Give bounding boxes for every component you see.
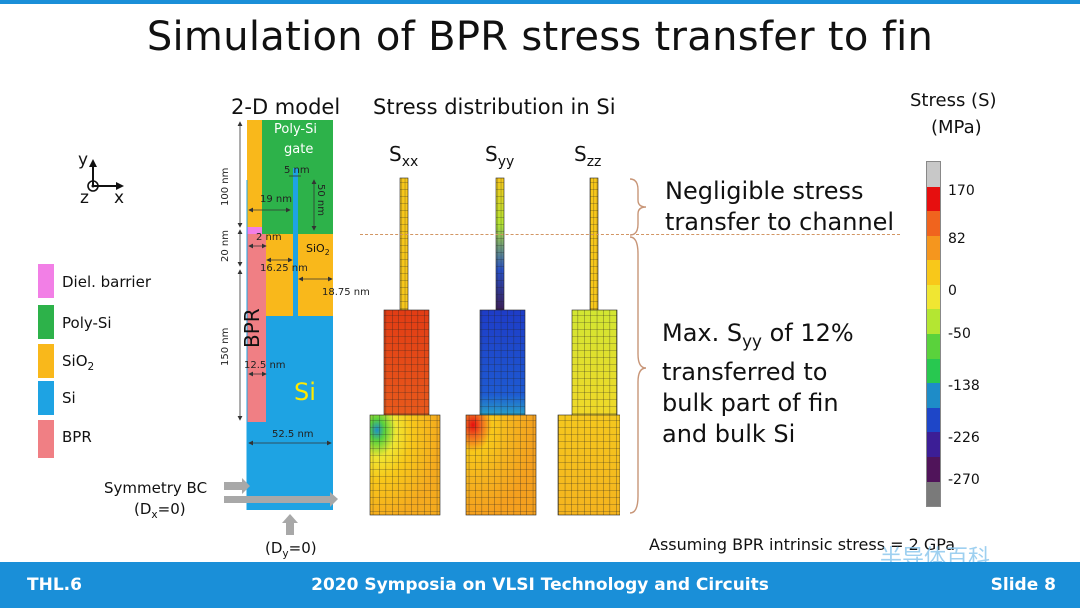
- dim-52-5nm: 52.5 nm: [272, 429, 314, 440]
- stress-maps: [360, 175, 620, 520]
- sxx-label: Sxx: [389, 142, 419, 170]
- note-max-syy: Max. Syy of 12% transferred to bulk part…: [662, 319, 854, 448]
- si-region-label: Si: [294, 378, 316, 406]
- colorbar-title-2: (MPa): [931, 117, 982, 138]
- footer-center: 2020 Symposia on VLSI Technology and Cir…: [311, 575, 769, 595]
- legend-swatch-bpr: [38, 420, 54, 458]
- dim-50nm: 50 nm: [315, 184, 326, 216]
- braces: [628, 176, 652, 521]
- model-header: 2-D model: [231, 95, 341, 119]
- footer-bar: THL.6 2020 Symposia on VLSI Technology a…: [0, 562, 1080, 608]
- colorbar-segment: [927, 481, 940, 507]
- colorbar-segment: [927, 383, 940, 408]
- dim-150nm: 150 nm: [220, 327, 231, 366]
- legend-swatch-dielectric: [38, 264, 54, 298]
- legend-swatch-sio2: [38, 344, 54, 378]
- colorbar: [926, 161, 941, 507]
- colorbar-segment: [927, 284, 940, 310]
- symmetry-bc-label: Symmetry BC: [104, 479, 208, 497]
- colorbar-segment: [927, 235, 940, 261]
- dim-18-75nm: 18.75 nm: [322, 287, 370, 298]
- colorbar-tick-minus138: -138: [948, 378, 980, 394]
- note-negligible: Negligible stress transfer to channel: [665, 177, 895, 236]
- slide-title: Simulation of BPR stress transfer to fin: [146, 14, 934, 60]
- legend-label-dielectric: Diel. barrier: [62, 273, 151, 291]
- gate-label-line2: gate: [284, 142, 314, 157]
- dim-12-5nm: 12.5 nm: [244, 360, 286, 371]
- legend-label-sio2: SiO2: [62, 352, 95, 373]
- colorbar-segment: [927, 162, 940, 187]
- colorbar-segment: [927, 432, 940, 457]
- colorbar-tick-0: 0: [948, 283, 957, 299]
- colorbar-tick-minus270: -270: [948, 472, 980, 488]
- colorbar-segment: [927, 456, 940, 482]
- colorbar-tick-minus226: -226: [948, 430, 980, 446]
- axis-x-label: x: [114, 188, 125, 208]
- footer-left: THL.6: [27, 575, 82, 595]
- two-d-model: Poly-Si gate SiO2 BPR Si 100 nm 20 nm 15…: [210, 118, 370, 563]
- sio2-region-label: SiO2: [306, 242, 330, 258]
- colorbar-segment: [927, 334, 940, 359]
- dim-20nm: 20 nm: [220, 230, 231, 262]
- legend-label-polysi: Poly-Si: [62, 314, 112, 332]
- legend-label-si: Si: [62, 389, 76, 407]
- gate-label-line1: Poly-Si: [274, 122, 317, 137]
- dim-16-25nm: 16.25 nm: [260, 263, 308, 274]
- colorbar-segment: [927, 211, 940, 236]
- dim-19nm: 19 nm: [260, 194, 292, 205]
- colorbar-tick-170: 170: [948, 183, 975, 199]
- stress-header: Stress distribution in Si: [373, 95, 616, 119]
- top-accent-line: [0, 0, 1080, 4]
- bpr-region-label: BPR: [240, 308, 264, 348]
- dim-2nm: 2 nm: [256, 232, 282, 243]
- colorbar-title-1: Stress (S): [910, 90, 997, 111]
- footer-right: Slide 8: [990, 575, 1056, 595]
- assumption-note: Assuming BPR intrinsic stress = 2 GPa: [649, 535, 956, 554]
- colorbar-tick-minus50: -50: [948, 326, 971, 342]
- axis-z-label: z: [80, 188, 89, 208]
- colorbar-tick-82: 82: [948, 231, 966, 247]
- colorbar-segment: [927, 407, 940, 433]
- axes-icon: y z x: [72, 150, 132, 208]
- legend-label-bpr: BPR: [62, 428, 92, 446]
- szz-label: Szz: [574, 142, 602, 170]
- legend-swatch-si: [38, 381, 54, 415]
- colorbar-segment: [927, 309, 940, 335]
- dx-bc-label: (Dx=0): [134, 500, 186, 521]
- axis-y-label: y: [78, 150, 89, 170]
- dy-bc-label: (Dy=0): [265, 539, 317, 560]
- dim-5nm: 5 nm: [284, 165, 310, 176]
- dim-100nm: 100 nm: [220, 167, 231, 206]
- colorbar-segment: [927, 260, 940, 285]
- colorbar-segment: [927, 358, 940, 384]
- legend-swatch-polysi: [38, 305, 54, 339]
- colorbar-segment: [927, 186, 940, 212]
- syy-label: Syy: [485, 142, 515, 170]
